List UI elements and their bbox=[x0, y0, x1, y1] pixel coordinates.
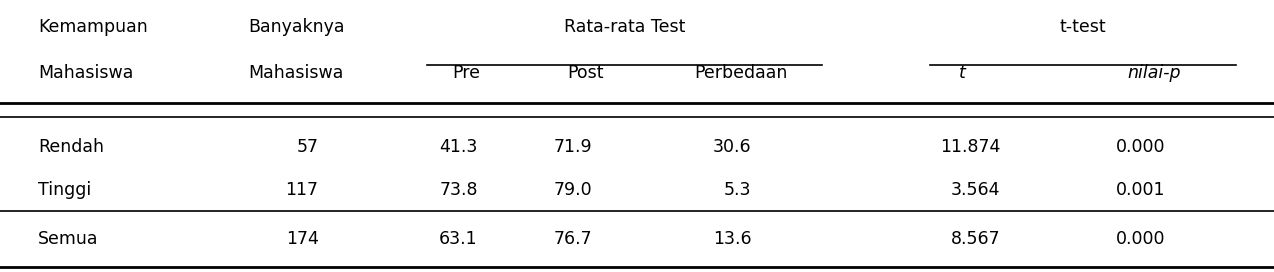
Text: Mahasiswa: Mahasiswa bbox=[248, 64, 344, 82]
Text: Kemampuan: Kemampuan bbox=[38, 18, 148, 36]
Text: 11.874: 11.874 bbox=[940, 138, 1000, 156]
Text: 174: 174 bbox=[285, 230, 318, 248]
Text: Rendah: Rendah bbox=[38, 138, 104, 156]
Text: t-test: t-test bbox=[1060, 18, 1106, 36]
Text: t: t bbox=[958, 64, 966, 82]
Text: Tinggi: Tinggi bbox=[38, 181, 92, 199]
Text: 13.6: 13.6 bbox=[713, 230, 752, 248]
Text: 41.3: 41.3 bbox=[440, 138, 478, 156]
Text: 57: 57 bbox=[297, 138, 318, 156]
Text: 0.000: 0.000 bbox=[1116, 138, 1166, 156]
Text: Rata-rata Test: Rata-rata Test bbox=[563, 18, 685, 36]
Text: nilai-p: nilai-p bbox=[1127, 64, 1181, 82]
Text: Pre: Pre bbox=[452, 64, 480, 82]
Text: 3.564: 3.564 bbox=[950, 181, 1000, 199]
Text: Semua: Semua bbox=[38, 230, 98, 248]
Text: Post: Post bbox=[567, 64, 604, 82]
Text: 0.000: 0.000 bbox=[1116, 230, 1166, 248]
Text: 30.6: 30.6 bbox=[713, 138, 752, 156]
Text: 71.9: 71.9 bbox=[554, 138, 592, 156]
Text: 0.001: 0.001 bbox=[1116, 181, 1166, 199]
Text: 73.8: 73.8 bbox=[440, 181, 478, 199]
Text: Banyaknya: Banyaknya bbox=[248, 18, 345, 36]
Text: 63.1: 63.1 bbox=[440, 230, 478, 248]
Text: 76.7: 76.7 bbox=[554, 230, 592, 248]
Text: Mahasiswa: Mahasiswa bbox=[38, 64, 134, 82]
Text: 8.567: 8.567 bbox=[950, 230, 1000, 248]
Text: 117: 117 bbox=[285, 181, 318, 199]
Text: Perbedaan: Perbedaan bbox=[694, 64, 787, 82]
Text: 5.3: 5.3 bbox=[724, 181, 752, 199]
Text: 79.0: 79.0 bbox=[554, 181, 592, 199]
